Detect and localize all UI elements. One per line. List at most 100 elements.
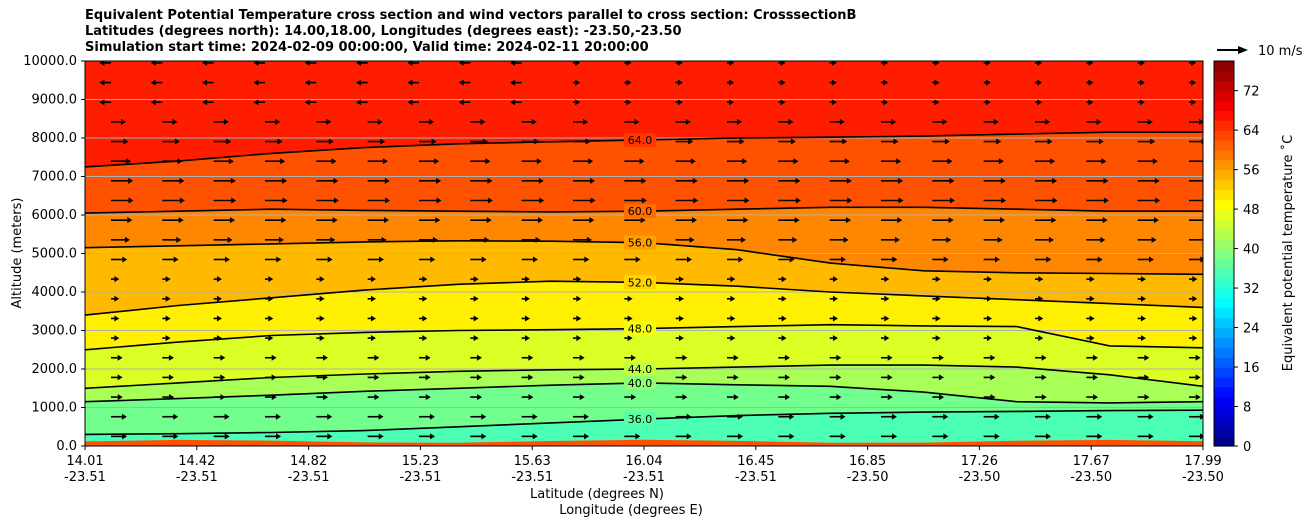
wind-vector-head [179, 197, 185, 204]
wind-vector-head [1048, 236, 1054, 243]
wind-vector-head [304, 61, 310, 66]
x-tick-label-lat: 17.99 [1184, 454, 1221, 469]
wind-vector-head [589, 217, 595, 224]
wind-vector-head [370, 335, 376, 342]
wind-vector-head [480, 118, 486, 125]
wind-vector-head [640, 217, 646, 224]
wind-vector-head [332, 217, 338, 224]
wind-vector-head [691, 217, 697, 224]
band-surface [85, 439, 1203, 446]
wind-vector-head [784, 354, 790, 361]
wind-vector-head [579, 394, 585, 401]
wind-vector-head [884, 315, 890, 322]
wind-vector-head [792, 236, 798, 243]
wind-vector-head [1199, 413, 1203, 420]
x-tick-label-lon: -23.51 [176, 470, 218, 485]
wind-vector-head [985, 61, 991, 66]
wind-vector-head [627, 335, 633, 342]
wind-vector-head [579, 374, 585, 381]
wind-vector-head [839, 118, 845, 125]
x-tick-label-lon: -23.51 [511, 470, 553, 485]
wind-vector-head [1097, 433, 1103, 440]
x-tick-label-lat: 14.01 [66, 454, 103, 469]
wind-vector-head [374, 394, 380, 401]
wind-vector-head [897, 217, 903, 224]
wind-vector-head [99, 79, 105, 86]
wind-vector-head [1144, 354, 1150, 361]
wind-vector-head [532, 433, 538, 440]
wind-vector-head [685, 118, 691, 125]
wind-vector-head [1092, 354, 1098, 361]
wind-vector-head [935, 315, 941, 322]
wind-vector-head [381, 236, 387, 243]
wind-vector-head [1046, 433, 1052, 440]
wind-vector-head [831, 61, 837, 66]
wind-vector-head [780, 79, 786, 86]
wind-vector-head [688, 138, 694, 145]
wind-vector-head [473, 295, 479, 302]
wind-vector-head [985, 99, 991, 106]
wind-vector-head [1041, 374, 1047, 381]
wind-vector-head [883, 79, 889, 86]
wind-vector-head [370, 315, 376, 322]
wind-vector-head [832, 335, 838, 342]
wind-vector-head [1144, 394, 1150, 401]
wind-vector-head [378, 433, 384, 440]
wind-vector-head [1097, 413, 1103, 420]
wind-vector-head [1098, 138, 1104, 145]
wind-vector-head [785, 394, 791, 401]
y-tick-label: 9000.0 [32, 93, 78, 108]
wind-vector-head [737, 118, 743, 125]
wind-vector-head [271, 374, 277, 381]
wind-vector-head [323, 394, 329, 401]
wind-vector-head [1199, 118, 1203, 125]
wind-vector-head [173, 433, 179, 440]
y-tick-label: 3000.0 [32, 324, 78, 339]
x-tick-label-lon: -23.51 [735, 470, 777, 485]
contour-label-bg [624, 133, 656, 148]
wind-vector-head [407, 99, 413, 106]
wind-vector-head [942, 118, 948, 125]
wind-vector-head [99, 99, 105, 106]
wind-vector-head [1038, 335, 1044, 342]
wind-vector-head [795, 177, 801, 184]
wind-vector-head [842, 138, 848, 145]
wind-vector-head [739, 138, 745, 145]
wind-vector-head [575, 79, 581, 86]
colorbar-segment [1214, 120, 1234, 131]
wind-vector-head [891, 413, 897, 420]
wind-vector-head [473, 276, 479, 283]
wind-vector-head [1088, 61, 1094, 66]
contour-label-bg [624, 204, 656, 219]
axes: 0.0 1000.0 2000.0 3000.0 4000.0 5000.0 6000.0 7… [23, 54, 1224, 485]
wind-vector-head [789, 256, 795, 263]
wind-vector-head [228, 158, 234, 165]
wind-vector-head [729, 99, 735, 106]
x-tick-label-lat: 16.04 [625, 454, 662, 469]
wind-vector-head [271, 354, 277, 361]
wind-vector-head [128, 197, 134, 204]
wind-vector-head [692, 177, 698, 184]
quiver-key: 10 m/s [1217, 44, 1303, 59]
wind-vector-head [220, 354, 226, 361]
wind-vector-head [576, 276, 582, 283]
wind-vector-head [836, 394, 842, 401]
wind-vector-head [216, 295, 222, 302]
wind-vector-head [278, 236, 284, 243]
wind-vector-head [943, 413, 949, 420]
wind-vector-head [986, 315, 992, 322]
wind-vector-head [944, 138, 950, 145]
wind-vector-head [795, 197, 801, 204]
wind-vector-head [328, 138, 334, 145]
wind-vector-head [1001, 197, 1007, 204]
wind-vector-head [1092, 374, 1098, 381]
wind-vector-head [943, 256, 949, 263]
wind-vector-head [1140, 295, 1146, 302]
wind-vector-head [994, 413, 1000, 420]
contour-label-bg [624, 321, 656, 336]
wind-vector-head [1041, 354, 1047, 361]
wind-vector-head [884, 295, 890, 302]
wind-vector-head [327, 433, 333, 440]
wind-vector-head [730, 315, 736, 322]
wind-vector-head [788, 118, 794, 125]
